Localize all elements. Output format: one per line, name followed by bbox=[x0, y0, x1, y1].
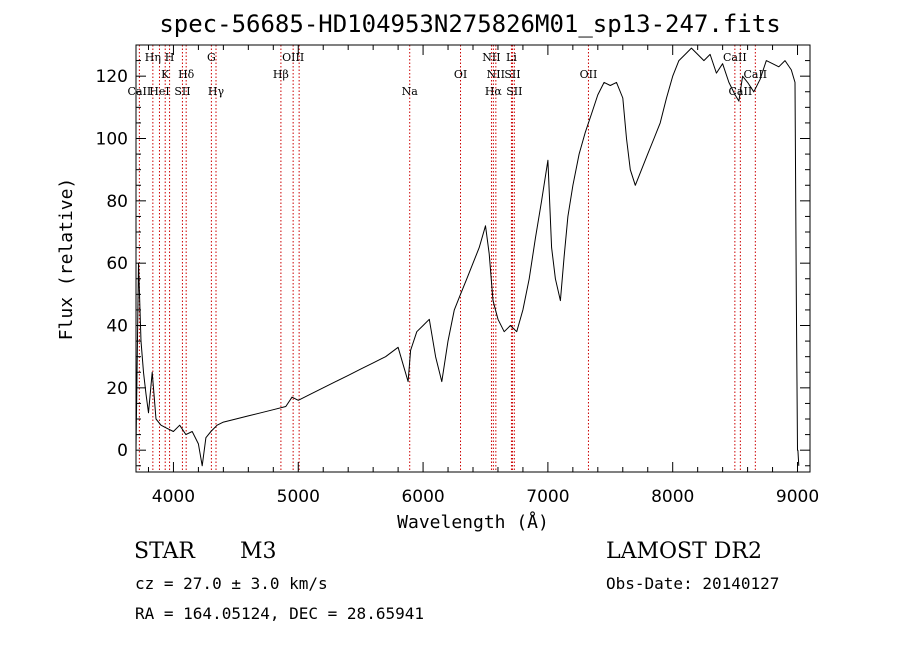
line-marker-label: OIII bbox=[282, 51, 304, 64]
redshift-text: cz = 27.0 ± 3.0 km/s bbox=[135, 574, 328, 593]
line-marker-label: Hδ bbox=[178, 68, 195, 81]
line-marker-label: Hη bbox=[145, 51, 161, 64]
line-marker-label: Li bbox=[506, 51, 517, 64]
line-marker-label: Hβ bbox=[273, 68, 289, 81]
line-marker-label: CaII bbox=[723, 51, 747, 64]
y-axis-label: Flux (relative) bbox=[56, 178, 77, 341]
line-markers bbox=[138, 45, 756, 472]
line-marker-label: NII bbox=[482, 51, 500, 64]
x-tick-label: 7000 bbox=[526, 487, 569, 507]
y-tick-label: 80 bbox=[106, 192, 128, 212]
chart-title: spec-56685-HD104953N275826M01_sp13-247.f… bbox=[159, 10, 780, 38]
line-marker-label: G bbox=[207, 51, 216, 64]
x-tick-label: 9000 bbox=[776, 487, 819, 507]
line-marker-label: Na bbox=[402, 85, 419, 98]
line-marker-label: NII bbox=[487, 68, 505, 81]
line-marker-label: Hγ bbox=[208, 85, 225, 98]
y-tick-label: 100 bbox=[96, 130, 128, 150]
y-tick-label: 0 bbox=[117, 441, 128, 461]
x-tick-label: 4000 bbox=[152, 487, 195, 507]
x-axis-label: Wavelength (Å) bbox=[397, 511, 549, 533]
y-tick-label: 40 bbox=[106, 317, 128, 337]
line-marker-label: CaII bbox=[743, 68, 767, 81]
line-marker-label: OII bbox=[580, 68, 598, 81]
survey-name: LAMOST DR2 bbox=[606, 539, 762, 564]
line-marker-label: Hα bbox=[485, 85, 503, 98]
plot-frame bbox=[135, 44, 811, 473]
x-axis: 4000 5000 6000 7000 8000 9000 bbox=[147, 45, 819, 507]
line-marker-label: SII bbox=[506, 85, 522, 98]
y-axis: 0 20 40 60 80 100 120 bbox=[96, 60, 810, 467]
line-marker-label: SII bbox=[174, 85, 190, 98]
line-marker-label: OI bbox=[454, 68, 467, 81]
obs-date-text: Obs-Date: 20140127 bbox=[606, 574, 780, 593]
line-marker-label: K bbox=[161, 68, 170, 81]
spectrum-line bbox=[135, 47, 800, 467]
object-class: STAR bbox=[134, 539, 195, 564]
line-marker-label: H bbox=[165, 51, 175, 64]
line-marker-label: HeI bbox=[149, 85, 169, 98]
object-subclass: M3 bbox=[240, 539, 277, 564]
coords-text: RA = 164.05124, DEC = 28.65941 bbox=[135, 604, 424, 623]
x-tick-label: 5000 bbox=[277, 487, 320, 507]
line-marker-label: SII bbox=[504, 68, 520, 81]
line-marker-labels: CaIIHηHeIKHSIIHδGHγHβOIIINaOINIIHαNIILiS… bbox=[128, 51, 768, 98]
y-tick-label: 60 bbox=[106, 254, 128, 274]
y-tick-label: 20 bbox=[106, 379, 128, 399]
y-tick-label: 120 bbox=[96, 67, 128, 87]
x-tick-label: 8000 bbox=[651, 487, 694, 507]
x-tick-label: 6000 bbox=[401, 487, 444, 507]
